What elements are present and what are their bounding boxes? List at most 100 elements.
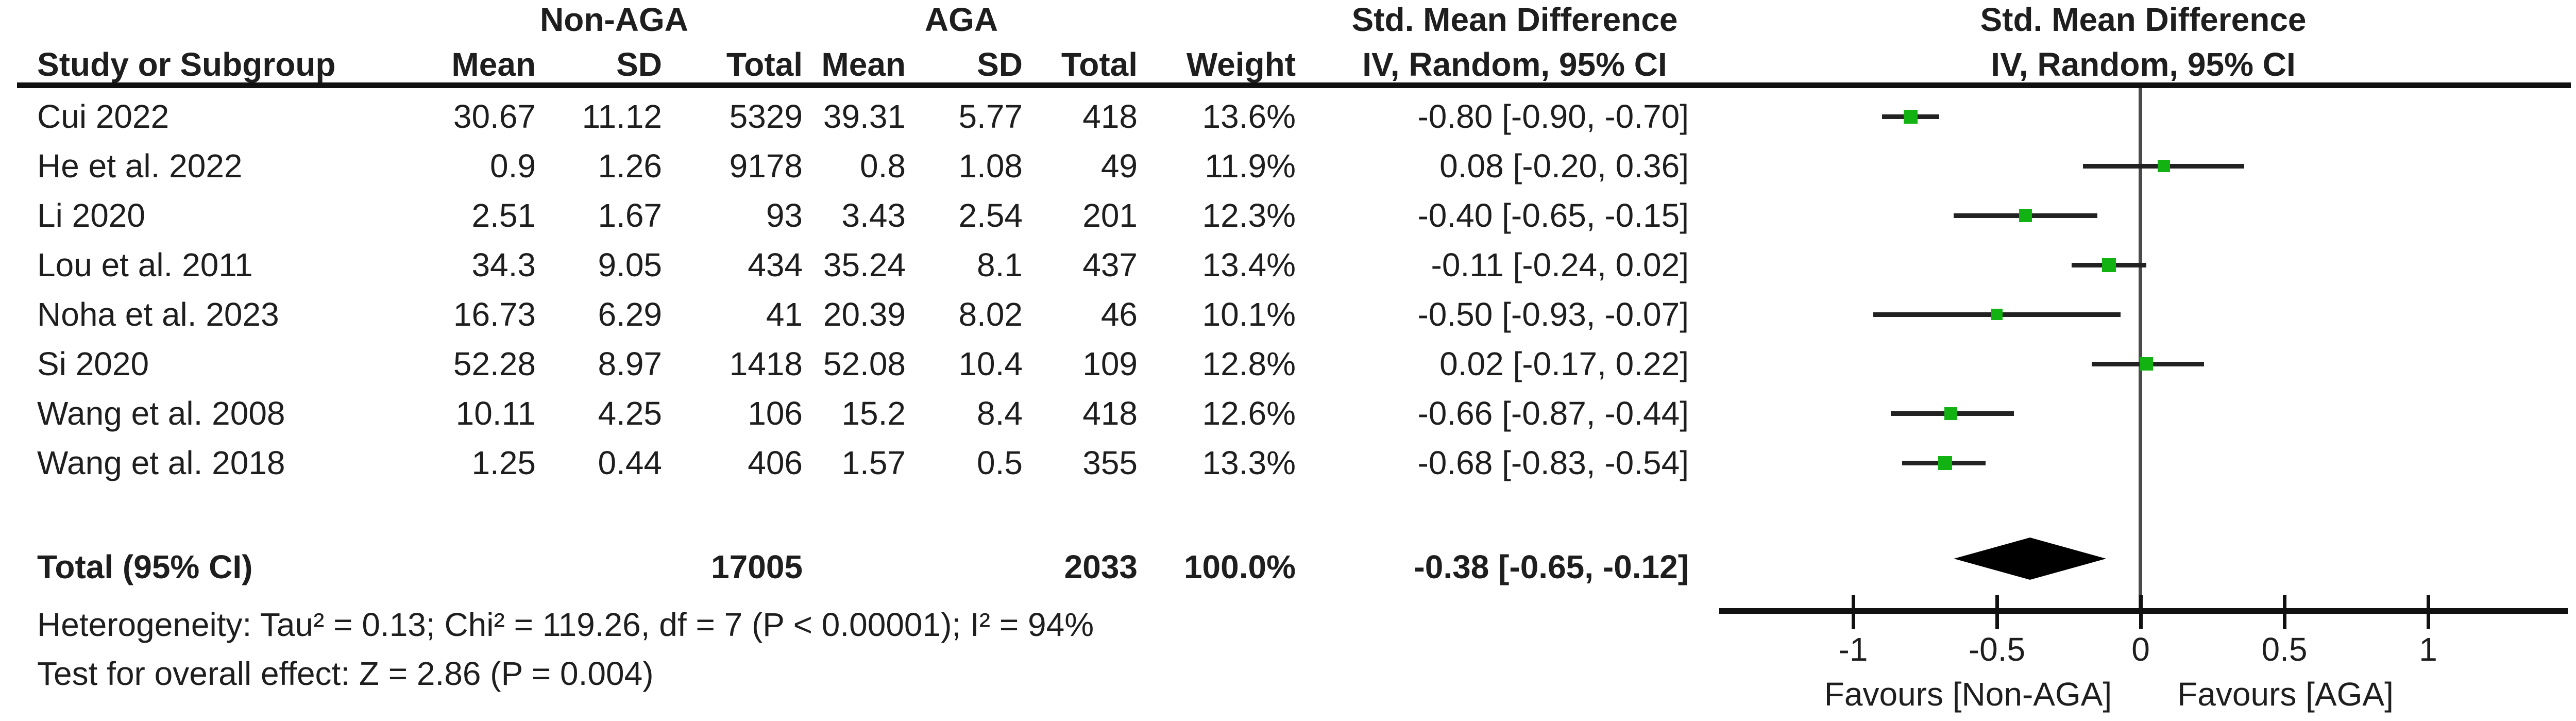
total-aga-n: 2033 xyxy=(1064,548,1138,585)
non-aga-sd-cell: 9.05 xyxy=(598,246,662,283)
effect-marker xyxy=(2157,160,2170,172)
weight-cell: 12.3% xyxy=(1202,197,1296,234)
aga-total-cell: 46 xyxy=(1100,296,1138,333)
weight-cell: 10.1% xyxy=(1202,296,1296,333)
effect-marker xyxy=(2140,357,2154,371)
column-header-weight: Weight xyxy=(1186,46,1296,83)
aga-sd-cell: 1.08 xyxy=(958,147,1023,185)
table-row: Noha et al. 2023 16.73 6.29 41 20.39 8.02 46 10… xyxy=(0,290,1700,339)
group-header-aga: AGA xyxy=(924,1,998,38)
weight-cell: 13.6% xyxy=(1202,98,1296,135)
ci-text-cell: -0.40 [-0.65, -0.15] xyxy=(1417,197,1689,234)
aga-mean-cell: 39.31 xyxy=(823,98,906,135)
non-aga-mean-cell: 52.28 xyxy=(453,345,536,382)
axis-tick xyxy=(1852,595,1855,629)
group-header-non-aga: Non-AGA xyxy=(540,1,688,38)
heterogeneity-note: Heterogeneity: Tau² = 0.13; Chi² = 119.2… xyxy=(37,606,1094,643)
non-aga-mean-cell: 2.51 xyxy=(471,197,536,234)
non-aga-sd-cell: 1.26 xyxy=(598,147,662,185)
study-name-cell: He et al. 2022 xyxy=(37,147,243,185)
column-header-total-non-aga: Total xyxy=(726,46,803,83)
effect-marker xyxy=(1904,109,1918,124)
non-aga-mean-cell: 16.73 xyxy=(453,296,536,333)
ci-text-cell: 0.02 [-0.17, 0.22] xyxy=(1439,345,1689,382)
ci-text-cell: -0.68 [-0.83, -0.54] xyxy=(1417,444,1689,481)
effect-marker xyxy=(2019,209,2032,222)
aga-total-cell: 355 xyxy=(1082,444,1138,481)
non-aga-sd-cell: 1.67 xyxy=(598,197,662,234)
non-aga-sd-cell: 11.12 xyxy=(582,98,662,135)
non-aga-sd-cell: 8.97 xyxy=(598,345,662,382)
study-name-cell: Wang et al. 2008 xyxy=(37,395,285,432)
non-aga-sd-cell: 6.29 xyxy=(598,296,662,333)
aga-sd-cell: 0.5 xyxy=(977,444,1023,481)
non-aga-total-cell: 434 xyxy=(748,246,803,283)
effect-marker xyxy=(1938,456,1953,470)
total-weight: 100.0% xyxy=(1183,548,1296,585)
axis-tick-label: 0 xyxy=(2131,631,2150,668)
non-aga-total-cell: 1418 xyxy=(729,345,803,382)
aga-total-cell: 109 xyxy=(1082,345,1138,382)
study-name-cell: Li 2020 xyxy=(37,197,145,234)
column-header-ci: IV, Random, 95% CI xyxy=(1362,46,1667,83)
ci-text-cell: -0.50 [-0.93, -0.07] xyxy=(1417,296,1689,333)
non-aga-total-cell: 5329 xyxy=(729,98,803,135)
weight-cell: 13.3% xyxy=(1202,444,1296,481)
non-aga-mean-cell: 10.11 xyxy=(455,395,536,432)
aga-sd-cell: 8.02 xyxy=(958,296,1023,333)
effect-marker xyxy=(1991,309,2003,320)
column-header-study: Study or Subgroup xyxy=(37,46,336,83)
axis-tick-label: -0.5 xyxy=(1968,631,2026,668)
table-row: Wang et al. 2018 1.25 0.44 406 1.57 0.5 355 13.… xyxy=(0,438,1700,488)
non-aga-sd-cell: 0.44 xyxy=(598,444,662,481)
weight-cell: 13.4% xyxy=(1202,246,1296,283)
aga-mean-cell: 35.24 xyxy=(823,246,906,283)
aga-total-cell: 418 xyxy=(1082,395,1138,432)
table-row: Cui 2022 30.67 11.12 5329 39.31 5.77 418 13.6% -… xyxy=(0,92,1700,141)
aga-mean-cell: 15.2 xyxy=(841,395,906,432)
aga-sd-cell: 10.4 xyxy=(958,345,1023,382)
non-aga-sd-cell: 4.25 xyxy=(598,395,662,432)
smd-column-title: Std. Mean Difference xyxy=(1351,1,1678,38)
aga-mean-cell: 20.39 xyxy=(823,296,906,333)
favours-right-label: Favours [AGA] xyxy=(2177,676,2394,713)
total-row: Total (95% CI) 17005 2033 100.0% -0.38 [… xyxy=(0,542,1700,592)
study-name-cell: Wang et al. 2018 xyxy=(37,444,285,481)
axis-tick-label: 0.5 xyxy=(2261,631,2308,668)
weight-cell: 12.6% xyxy=(1202,395,1296,432)
ci-text-cell: 0.08 [-0.20, 0.36] xyxy=(1439,147,1689,185)
non-aga-mean-cell: 30.67 xyxy=(453,98,536,135)
non-aga-total-cell: 106 xyxy=(748,395,803,432)
total-ci: -0.38 [-0.65, -0.12] xyxy=(1414,548,1689,585)
total-non-aga-n: 17005 xyxy=(711,548,803,585)
zero-line xyxy=(2139,88,2142,608)
column-header-sd-aga: SD xyxy=(977,46,1023,83)
weight-cell: 12.8% xyxy=(1202,345,1296,382)
axis-tick-label: -1 xyxy=(1838,631,1868,668)
table-row: Li 2020 2.51 1.67 93 3.43 2.54 201 12.3% -0.40 [… xyxy=(0,191,1700,240)
aga-total-cell: 437 xyxy=(1082,246,1138,283)
column-header-mean-non-aga: Mean xyxy=(451,46,536,83)
study-name-cell: Noha et al. 2023 xyxy=(37,296,279,333)
column-header-mean-aga: Mean xyxy=(821,46,906,83)
aga-sd-cell: 8.4 xyxy=(977,395,1023,432)
study-name-cell: Cui 2022 xyxy=(37,98,170,135)
aga-mean-cell: 1.57 xyxy=(841,444,906,481)
ci-text-cell: -0.11 [-0.24, 0.02] xyxy=(1431,246,1689,283)
total-label: Total (95% CI) xyxy=(37,548,253,585)
non-aga-mean-cell: 34.3 xyxy=(471,246,536,283)
aga-total-cell: 49 xyxy=(1100,147,1138,185)
plot-column-subtitle: IV, Random, 95% CI xyxy=(1991,46,2296,83)
axis-tick xyxy=(2283,595,2286,629)
axis-tick xyxy=(2139,595,2143,629)
favours-left-label: Favours [Non-AGA] xyxy=(1824,676,2112,713)
plot-column-title: Std. Mean Difference xyxy=(1980,1,2307,38)
ci-text-cell: -0.66 [-0.87, -0.44] xyxy=(1417,395,1689,432)
aga-sd-cell: 2.54 xyxy=(958,197,1023,234)
aga-total-cell: 418 xyxy=(1082,98,1138,135)
non-aga-total-cell: 41 xyxy=(766,296,803,333)
effect-marker xyxy=(1944,407,1958,420)
study-name-cell: Lou et al. 2011 xyxy=(37,246,253,283)
axis-tick xyxy=(2427,595,2430,629)
